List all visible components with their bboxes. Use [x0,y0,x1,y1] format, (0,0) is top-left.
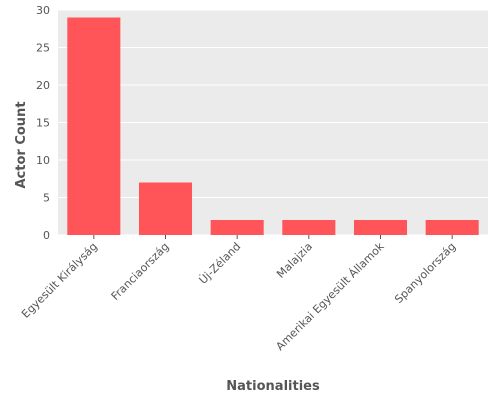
bar [425,220,479,235]
x-tick-label: Franciaország [109,240,172,303]
bar [210,220,264,235]
y-tick-label: 15 [36,117,50,130]
x-tick-label: Malajzia [274,240,315,281]
y-tick-label: 10 [36,154,50,167]
x-axis-label: Nationalities [226,379,320,394]
bar [138,182,193,235]
x-tick-label: Egyesült Királyság [19,240,100,321]
bar [282,220,336,235]
x-tick-label: Új-Zéland [197,240,244,287]
y-tick-label: 20 [36,79,50,92]
x-tick-labels: Egyesült Királyság Franciaország Új-Zéland… [19,235,458,353]
bar [353,220,408,235]
x-tick-label: Spanyolország [392,240,458,306]
bar [67,17,121,235]
y-tick-label: 0 [43,229,50,242]
bars [67,17,479,235]
y-tick-label: 5 [43,192,50,205]
y-tick-label: 25 [36,42,50,55]
grid-lines [58,9,488,236]
y-tick-label: 30 [36,4,50,17]
y-axis-label: Actor Count [14,101,29,188]
y-tick-labels: 0 5 10 15 20 25 30 [36,4,50,242]
